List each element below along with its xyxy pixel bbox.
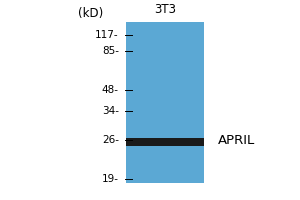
Text: 34-: 34-: [102, 106, 119, 116]
Text: 26-: 26-: [102, 135, 119, 145]
Text: (kD): (kD): [78, 7, 103, 20]
Text: 19-: 19-: [102, 174, 119, 184]
Text: 85-: 85-: [102, 46, 119, 56]
Text: 117-: 117-: [95, 30, 119, 40]
Text: APRIL: APRIL: [218, 134, 256, 147]
Bar: [126, 22, 203, 183]
Bar: [126, 138, 203, 146]
Text: 3T3: 3T3: [154, 3, 176, 16]
Text: 48-: 48-: [102, 85, 119, 95]
